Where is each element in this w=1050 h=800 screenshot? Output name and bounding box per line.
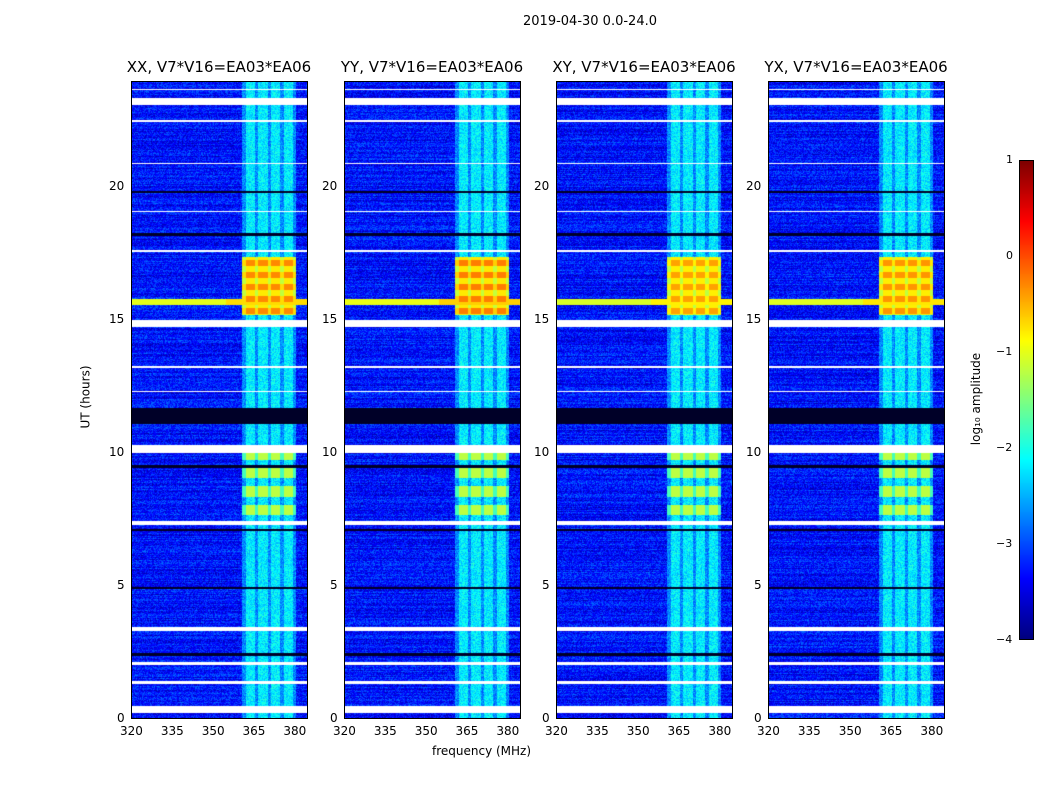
- y-tick-label: 10: [109, 445, 125, 460]
- y-tick-label: 5: [542, 578, 550, 593]
- y-tick-label: 0: [330, 711, 338, 725]
- colorbar-label: log₁₀ amplitude: [969, 352, 984, 446]
- y-tick-label: 20: [109, 179, 125, 194]
- figure-title: 2019-04-30 0.0-24.0: [523, 14, 657, 29]
- panel-title: YX, V7*V16=EA03*EA06: [764, 58, 948, 76]
- y-tick-label: 5: [754, 578, 762, 593]
- y-tick-label: 20: [322, 179, 338, 194]
- y-tick-label: 0: [117, 711, 125, 725]
- x-tick-label: 320: [333, 724, 356, 738]
- x-tick-label: 365: [242, 724, 266, 738]
- y-tick-label: 10: [746, 445, 762, 460]
- heatmap-cells: [769, 82, 944, 718]
- y-tick-label: 5: [330, 578, 338, 593]
- y-tick-label: 0: [754, 711, 762, 725]
- x-axis-label: frequency (MHz): [432, 744, 532, 758]
- colorbar-tick-label: 1: [1006, 153, 1013, 166]
- x-tick-label: 350: [414, 724, 438, 738]
- spectrogram-panel: [768, 81, 945, 719]
- y-tick-label: 0: [542, 711, 550, 725]
- y-tick-label: 15: [746, 312, 762, 327]
- y-tick-label: 20: [534, 179, 550, 194]
- heatmap-cells: [557, 82, 732, 718]
- y-tick-label: 20: [746, 179, 762, 194]
- y-tick-label: 15: [322, 312, 338, 327]
- x-tick-label: 365: [667, 724, 691, 738]
- y-tick-label: 15: [109, 312, 125, 327]
- y-tick-label: 15: [534, 312, 550, 327]
- spectrogram-panel: [344, 81, 521, 719]
- x-tick-label: 335: [160, 724, 184, 738]
- x-tick-label: 380: [920, 724, 944, 738]
- x-tick-label: 350: [201, 724, 225, 738]
- x-tick-label: 335: [585, 724, 609, 738]
- y-tick-label: 10: [322, 445, 338, 460]
- x-tick-label: 320: [120, 724, 143, 738]
- spectrogram-panel: [131, 81, 308, 719]
- x-tick-label: 380: [496, 724, 520, 738]
- x-tick-label: 335: [373, 724, 397, 738]
- x-tick-label: 320: [757, 724, 780, 738]
- x-tick-label: 365: [879, 724, 903, 738]
- y-tick-label: 5: [117, 578, 125, 593]
- x-tick-label: 380: [708, 724, 732, 738]
- colorbar: [1019, 160, 1034, 640]
- colorbar-tick-label: −2: [996, 441, 1013, 454]
- y-axis-label: UT (hours): [78, 365, 93, 429]
- heatmap-cells: [345, 82, 520, 718]
- x-tick-label: 380: [283, 724, 307, 738]
- panel-title: XY, V7*V16=EA03*EA06: [552, 58, 736, 76]
- panel-title: YY, V7*V16=EA03*EA06: [340, 58, 524, 76]
- x-tick-label: 320: [545, 724, 568, 738]
- colorbar-tick-label: −4: [996, 633, 1013, 646]
- heatmap-cells: [132, 82, 307, 718]
- x-tick-label: 350: [838, 724, 862, 738]
- panel-title: XX, V7*V16=EA03*EA06: [126, 58, 312, 76]
- colorbar-tick-label: −1: [996, 345, 1013, 358]
- colorbar-tick-label: 0: [1006, 249, 1013, 262]
- x-tick-label: 335: [797, 724, 821, 738]
- x-tick-label: 365: [455, 724, 479, 738]
- y-tick-label: 10: [534, 445, 550, 460]
- x-tick-label: 350: [626, 724, 650, 738]
- spectrogram-panel: [556, 81, 733, 719]
- colorbar-tick-label: −3: [996, 537, 1013, 550]
